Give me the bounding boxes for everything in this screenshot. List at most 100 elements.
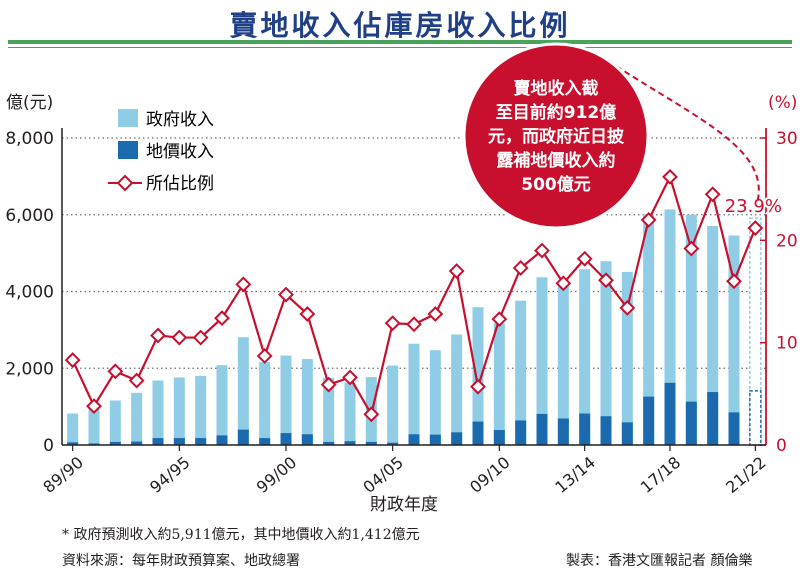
y-left-tick-label: 0 xyxy=(43,436,54,456)
bar-land xyxy=(493,430,505,445)
bar-gov xyxy=(728,235,740,445)
bar-land xyxy=(557,418,569,445)
gridlines xyxy=(62,137,766,369)
bar-gov xyxy=(429,350,441,445)
ratio-marker xyxy=(448,263,465,279)
ratio-marker xyxy=(86,398,102,415)
bar-gov xyxy=(280,355,292,445)
bar-gov xyxy=(515,300,527,445)
ratio-marker xyxy=(363,406,380,423)
x-tick-label: 21/22 xyxy=(722,453,770,497)
bar-gov xyxy=(664,209,676,445)
bar-gov xyxy=(301,359,313,445)
bar-series xyxy=(67,209,762,446)
ratio-marker xyxy=(406,316,422,333)
y-right-tick-label: 0 xyxy=(776,436,787,456)
ratio-marker xyxy=(107,363,124,380)
callout-line: 500億元 xyxy=(521,174,591,195)
x-tick-label: 09/10 xyxy=(466,453,514,497)
bar-gov xyxy=(472,307,484,445)
bar-land xyxy=(643,396,655,445)
bar-land xyxy=(429,434,441,445)
legend-label-land: 地價收入 xyxy=(146,142,214,162)
ratio-marker xyxy=(427,306,444,322)
ratio-marker xyxy=(320,376,337,393)
ratio-marker xyxy=(150,327,166,344)
bar-land xyxy=(131,441,143,445)
x-tick-label: 17/18 xyxy=(637,453,685,497)
legend-marker-ratio xyxy=(116,174,134,192)
bar-gov xyxy=(643,214,655,445)
x-tick-label: 99/00 xyxy=(253,453,301,497)
ratio-marker xyxy=(598,272,614,289)
ratio-marker xyxy=(534,242,550,259)
bar-land xyxy=(685,401,697,445)
y-right-tick-label: 30 xyxy=(776,129,798,149)
bar-land xyxy=(195,438,207,445)
bar-land xyxy=(280,433,292,445)
y-left-unit: 億(元) xyxy=(6,93,53,113)
callout-bubble xyxy=(462,42,650,230)
bar-gov xyxy=(323,377,335,445)
legend-swatch-land xyxy=(118,141,138,159)
bar-land xyxy=(664,382,676,445)
bar-gov xyxy=(557,283,569,445)
ratio-marker xyxy=(235,276,252,293)
ratio-marker xyxy=(512,260,529,276)
bar-gov-estimate xyxy=(749,217,762,446)
ratio-marker xyxy=(726,273,742,290)
ratio-marker xyxy=(491,311,508,328)
ratio-marker xyxy=(278,286,294,303)
bar-land xyxy=(301,434,313,445)
credit-note: 製表：香港文匯報記者 顏倫樂 xyxy=(566,553,753,569)
ratio-marker xyxy=(470,378,486,395)
bar-land xyxy=(259,438,271,445)
bar-land xyxy=(472,421,484,445)
ratio-marker xyxy=(342,369,358,386)
bar-gov xyxy=(237,337,249,445)
x-tick-label: 13/14 xyxy=(551,453,599,497)
bar-gov xyxy=(67,413,79,445)
bar-land xyxy=(536,413,548,445)
ratio-marker xyxy=(576,250,593,267)
bar-land xyxy=(67,442,79,445)
annotation-value: 23.9% xyxy=(725,196,782,217)
x-tick-label: 89/90 xyxy=(39,453,87,497)
ratio-marker xyxy=(384,315,401,332)
bar-land xyxy=(237,429,249,445)
bar-land xyxy=(173,438,185,445)
bar-gov xyxy=(387,365,399,445)
bar-gov xyxy=(685,214,697,445)
bar-gov xyxy=(493,323,505,445)
bar-gov xyxy=(88,408,100,445)
ratio-marker xyxy=(128,372,145,389)
bar-land xyxy=(152,438,164,445)
bar-gov xyxy=(600,261,612,445)
legend-label-ratio: 所佔比例 xyxy=(146,174,214,194)
bar-gov xyxy=(259,362,271,445)
bar-gov xyxy=(707,225,719,445)
ratio-marker xyxy=(192,329,209,346)
chart-title: 賣地收入佔庫房收入比例 xyxy=(229,9,571,42)
bar-gov xyxy=(451,334,463,445)
bar-land xyxy=(365,441,377,445)
bar-gov xyxy=(195,375,207,445)
bar-land xyxy=(451,432,463,445)
bar-land xyxy=(515,420,527,445)
ratio-marker xyxy=(640,211,657,228)
bar-land xyxy=(408,434,420,445)
ratio-marker xyxy=(619,299,636,316)
y-right-unit: (%) xyxy=(768,93,797,113)
bar-land xyxy=(579,413,591,445)
y-left-tick-label: 6,000 xyxy=(5,206,54,226)
bar-land xyxy=(344,441,356,445)
bar-land xyxy=(600,416,612,445)
bar-land xyxy=(728,412,740,445)
ratio-marker xyxy=(555,275,572,292)
bar-gov xyxy=(109,400,121,445)
bar-gov xyxy=(579,269,591,445)
ratio-series: 23.9% xyxy=(64,168,784,423)
